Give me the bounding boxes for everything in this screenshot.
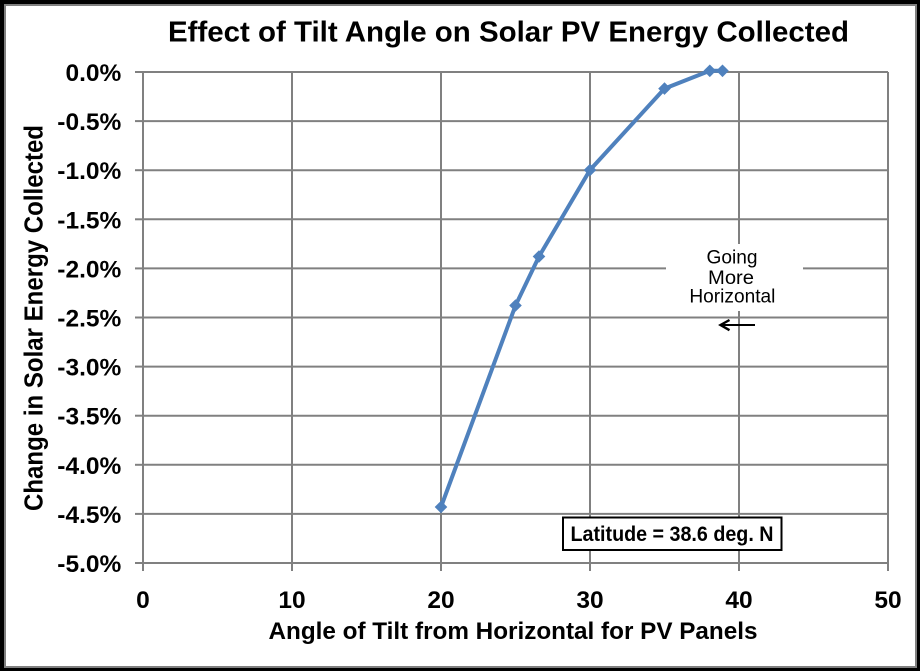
svg-text:Angle of Tilt from Horizontal: Angle of Tilt from Horizontal for PV Pan…: [269, 618, 758, 645]
svg-text:-5.0%: -5.0%: [57, 551, 121, 578]
svg-text:50: 50: [874, 587, 901, 614]
svg-text:0: 0: [136, 587, 150, 614]
svg-text:Effect of Tilt Angle on Solar: Effect of Tilt Angle on Solar PV Energy …: [168, 17, 849, 49]
svg-text:Latitude = 38.6 deg. N: Latitude = 38.6 deg. N: [571, 523, 774, 546]
svg-text:-1.0%: -1.0%: [57, 158, 121, 185]
svg-text:Horizontal: Horizontal: [689, 287, 775, 308]
svg-text:40: 40: [725, 587, 752, 614]
svg-text:30: 30: [576, 587, 603, 614]
svg-text:-3.0%: -3.0%: [57, 355, 121, 382]
svg-text:-4.0%: -4.0%: [57, 453, 121, 480]
svg-text:-0.5%: -0.5%: [57, 109, 121, 136]
svg-text:-1.5%: -1.5%: [57, 207, 121, 234]
svg-text:20: 20: [427, 587, 454, 614]
svg-text:Change in Solar Energy Collect: Change in Solar Energy Collected: [21, 125, 49, 511]
svg-text:-4.5%: -4.5%: [57, 502, 121, 529]
svg-text:More: More: [708, 268, 754, 289]
svg-text:10: 10: [278, 587, 305, 614]
svg-text:-3.5%: -3.5%: [57, 404, 121, 431]
svg-text:-2.5%: -2.5%: [57, 306, 121, 333]
svg-text:Going: Going: [707, 247, 758, 268]
svg-text:0.0%: 0.0%: [65, 60, 121, 87]
svg-text:-2.0%: -2.0%: [57, 256, 121, 283]
